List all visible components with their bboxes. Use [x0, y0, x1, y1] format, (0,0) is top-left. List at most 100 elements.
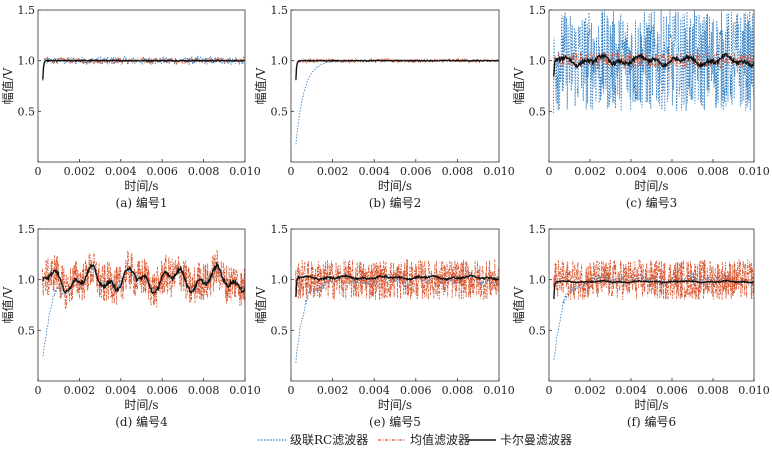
- x-tick-label: 0: [546, 384, 553, 397]
- series-line-a-0: [42, 55, 245, 79]
- x-axis-label: 时间/s: [634, 179, 668, 193]
- plot-frame-e: [290, 228, 500, 382]
- panel-caption: (c) 编号3: [626, 195, 678, 210]
- y-tick-label: 0.5: [529, 324, 547, 337]
- panel-caption: (f) 编号6: [627, 414, 676, 429]
- x-tick-label: 0.006: [146, 384, 178, 397]
- x-tick-label: 0.004: [615, 384, 647, 397]
- chart-panel-a: 0 0.002 0.004 0.006 0.008 0.010 0.5 1.0 1.5 时间/s 幅…: [0, 4, 261, 210]
- x-tick-label: 0.008: [442, 384, 474, 397]
- legend: 级联RC滤波器 均值滤波器 卡尔曼滤波器: [258, 432, 572, 447]
- x-tick-label: 0.002: [317, 384, 349, 397]
- y-tick-label: 1.0: [18, 55, 36, 68]
- x-tick-label: 0.006: [400, 384, 432, 397]
- legend-label: 卡尔曼滤波器: [500, 432, 572, 447]
- panel-caption: (b) 编号2: [369, 195, 422, 210]
- series-line-d-2: [42, 261, 245, 294]
- x-axis-label: 时间/s: [124, 179, 158, 193]
- y-axis-label: 幅值/V: [511, 286, 526, 323]
- chart-panel-e: 0 0.002 0.004 0.006 0.008 0.010 0.5 1.0 1.5 时间/s 幅…: [253, 223, 515, 429]
- chart-panel-b: 0 0.002 0.004 0.006 0.008 0.010 0.5 1.0 1.5 时间/s 幅…: [253, 4, 515, 210]
- y-tick-label: 1.0: [529, 55, 547, 68]
- x-axis-label: 时间/s: [124, 398, 158, 412]
- x-tick-label: 0.006: [400, 165, 432, 178]
- x-tick-label: 0.010: [229, 384, 261, 397]
- legend-label: 级联RC滤波器: [290, 433, 368, 447]
- x-tick-label: 0.010: [738, 165, 770, 178]
- y-tick-label: 1.0: [18, 274, 36, 287]
- x-tick-label: 0: [288, 165, 295, 178]
- x-tick-label: 0.002: [317, 165, 349, 178]
- chart-panel-d: 0 0.002 0.004 0.006 0.008 0.010 0.5 1.0 1.5 时间/s 幅…: [0, 223, 261, 429]
- y-axis-label: 幅值/V: [0, 286, 15, 323]
- x-axis-label: 时间/s: [378, 179, 412, 193]
- y-tick-label: 1.0: [271, 274, 289, 287]
- y-tick-label: 1.5: [18, 4, 36, 17]
- y-tick-label: 0.5: [271, 105, 289, 118]
- x-tick-label: 0.010: [483, 384, 515, 397]
- y-axis-label: 幅值/V: [511, 67, 526, 104]
- x-tick-label: 0.008: [697, 165, 729, 178]
- panel-caption: (d) 编号4: [115, 414, 168, 429]
- plot-frame-b: [290, 9, 500, 163]
- x-tick-label: 0.002: [574, 384, 606, 397]
- x-tick-label: 0.006: [146, 165, 178, 178]
- y-tick-label: 0.5: [18, 324, 36, 337]
- plot-frame-c: [548, 9, 755, 163]
- x-axis-label: 时间/s: [634, 398, 668, 412]
- series-line-d-1: [42, 249, 245, 310]
- x-tick-label: 0.004: [615, 165, 647, 178]
- series-line-f-0: [553, 272, 754, 360]
- x-tick-label: 0.006: [656, 165, 688, 178]
- panel-caption: (e) 编号5: [369, 414, 421, 429]
- series-line-b-1: [295, 57, 499, 81]
- series-line-c-2: [553, 52, 754, 77]
- x-tick-label: 0: [288, 384, 295, 397]
- x-tick-label: 0.004: [358, 384, 390, 397]
- y-axis-label: 幅值/V: [253, 286, 268, 323]
- x-tick-label: 0: [35, 165, 42, 178]
- y-tick-label: 0.5: [271, 324, 289, 337]
- x-tick-label: 0.010: [738, 384, 770, 397]
- x-tick-label: 0.002: [64, 165, 96, 178]
- x-tick-label: 0.010: [483, 165, 515, 178]
- x-axis-label: 时间/s: [378, 398, 412, 412]
- series-line-e-2: [295, 274, 499, 298]
- y-axis-label: 幅值/V: [253, 67, 268, 104]
- x-tick-label: 0.004: [105, 165, 137, 178]
- y-tick-label: 1.5: [271, 223, 289, 236]
- y-tick-label: 1.0: [529, 274, 547, 287]
- x-tick-label: 0.002: [64, 384, 96, 397]
- series-line-e-1: [295, 259, 499, 300]
- x-tick-label: 0.010: [229, 165, 261, 178]
- x-tick-label: 0.008: [188, 384, 220, 397]
- series-line-b-2: [295, 59, 499, 80]
- series-line-c-0: [553, 10, 754, 114]
- x-tick-label: 0.004: [105, 384, 137, 397]
- y-tick-label: 1.5: [271, 4, 289, 17]
- y-tick-label: 1.5: [529, 223, 547, 236]
- plot-frame-a: [37, 9, 246, 163]
- y-tick-label: 1.5: [18, 223, 36, 236]
- chart-panel-c: 0 0.002 0.004 0.006 0.008 0.010 0.5 1.0 1.5 时间/s 幅…: [511, 4, 770, 210]
- y-tick-label: 0.5: [529, 105, 547, 118]
- x-tick-label: 0.008: [442, 165, 474, 178]
- series-line-d-0: [42, 265, 245, 357]
- x-tick-label: 0.002: [574, 165, 606, 178]
- series-line-a-2: [42, 58, 245, 80]
- x-tick-label: 0.006: [656, 384, 688, 397]
- x-tick-label: 0.004: [358, 165, 390, 178]
- plot-frame-d: [37, 228, 246, 382]
- y-tick-label: 1.5: [529, 4, 547, 17]
- x-tick-label: 0: [35, 384, 42, 397]
- plot-frame-f: [548, 228, 755, 382]
- x-tick-label: 0: [546, 165, 553, 178]
- legend-label: 均值滤波器: [410, 432, 470, 447]
- y-axis-label: 幅值/V: [0, 67, 15, 104]
- chart-panel-f: 0 0.002 0.004 0.006 0.008 0.010 0.5 1.0 1.5 时间/s 幅…: [511, 223, 770, 429]
- x-tick-label: 0.008: [188, 165, 220, 178]
- panel-caption: (a) 编号1: [116, 195, 168, 210]
- series-line-f-1: [553, 258, 754, 300]
- series-line-f-2: [553, 279, 754, 300]
